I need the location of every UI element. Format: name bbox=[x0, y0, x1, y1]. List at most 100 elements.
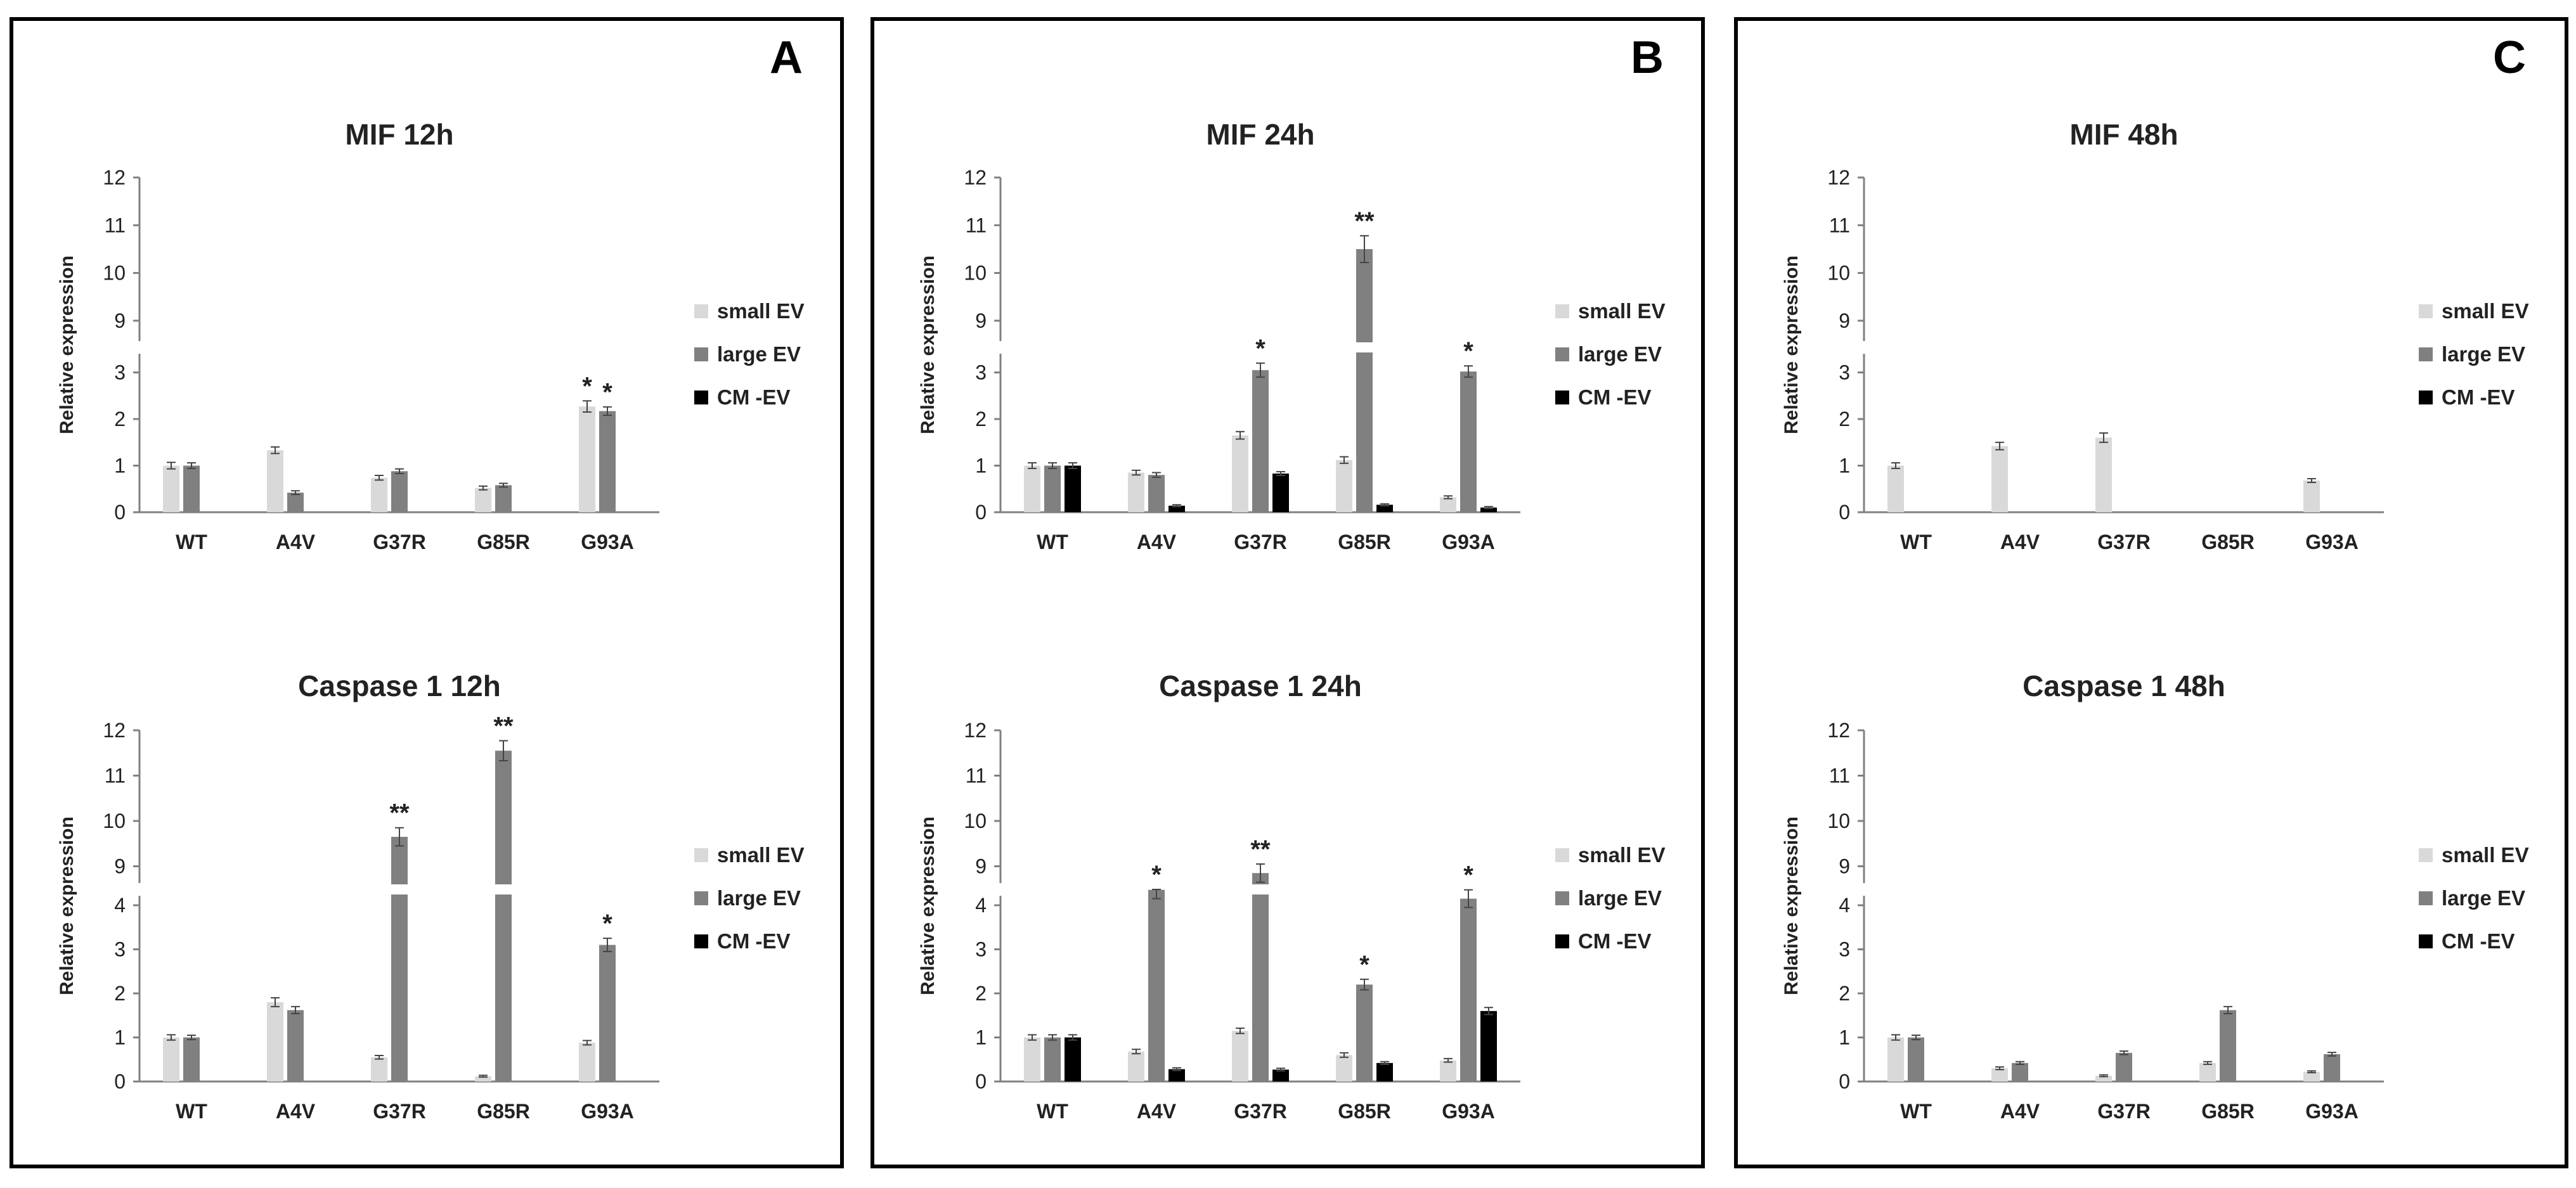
bar bbox=[2095, 1075, 2112, 1081]
panel-letter-b: B bbox=[1631, 32, 1664, 83]
bar bbox=[1024, 465, 1040, 512]
bar bbox=[579, 406, 595, 512]
bar bbox=[183, 465, 200, 512]
panel-letter-a: A bbox=[770, 32, 803, 83]
legend-label: CM -EV bbox=[2442, 385, 2515, 409]
bar bbox=[495, 751, 512, 1081]
legend-label: large EV bbox=[1578, 342, 1662, 366]
bar-break-gap bbox=[390, 884, 409, 894]
legend-label: small EV bbox=[1578, 299, 1666, 323]
legend-label: CM -EV bbox=[717, 929, 791, 953]
panel-frame-b bbox=[871, 17, 1705, 1168]
y-tick-label: 11 bbox=[966, 765, 987, 787]
legend-swatch bbox=[2419, 304, 2433, 318]
x-category-label: WT bbox=[1900, 531, 1932, 553]
bar bbox=[1376, 1062, 1393, 1081]
legend-label: large EV bbox=[2442, 886, 2525, 910]
y-axis-label: Relative expression bbox=[1781, 255, 1802, 434]
bar bbox=[1148, 889, 1165, 1081]
y-tick-label: 3 bbox=[114, 361, 126, 384]
x-category-label: WT bbox=[1037, 1100, 1068, 1123]
bar bbox=[1128, 472, 1144, 512]
x-category-label: G93A bbox=[581, 531, 634, 553]
bar bbox=[1336, 1055, 1352, 1081]
x-category-label: A4V bbox=[2000, 1100, 2040, 1123]
legend-label: large EV bbox=[717, 886, 801, 910]
y-tick-label: 9 bbox=[975, 855, 987, 878]
bar bbox=[2012, 1062, 2028, 1081]
y-tick-label: 10 bbox=[103, 262, 126, 285]
bar bbox=[2303, 1071, 2320, 1081]
bar bbox=[371, 1057, 387, 1081]
y-tick-label: 11 bbox=[1829, 765, 1850, 787]
bar bbox=[1065, 1037, 1081, 1081]
y-tick-label: 1 bbox=[114, 455, 126, 477]
legend-swatch bbox=[1555, 934, 1569, 948]
bar bbox=[475, 1076, 491, 1081]
y-tick-label: 2 bbox=[114, 408, 126, 430]
bar bbox=[1440, 497, 1456, 512]
bar bbox=[1460, 371, 1477, 512]
bar bbox=[1440, 1060, 1456, 1081]
significance-marker: ** bbox=[389, 799, 410, 827]
y-tick-label: 1 bbox=[1839, 455, 1850, 477]
x-category-label: G37R bbox=[373, 1100, 426, 1123]
y-tick-label: 10 bbox=[1827, 262, 1850, 285]
x-category-label: G37R bbox=[373, 531, 426, 553]
panel-frame-a bbox=[10, 17, 844, 1168]
y-tick-label: 1 bbox=[975, 455, 987, 477]
bar bbox=[475, 487, 491, 512]
bar bbox=[1480, 507, 1497, 512]
bar bbox=[1044, 465, 1061, 512]
legend-swatch bbox=[1555, 304, 1569, 318]
bar bbox=[2095, 437, 2112, 512]
y-tick-label: 4 bbox=[1839, 894, 1850, 917]
y-tick-label: 0 bbox=[1839, 501, 1850, 524]
y-tick-label: 10 bbox=[1827, 810, 1850, 832]
legend-swatch bbox=[694, 347, 708, 361]
y-tick-label: 2 bbox=[975, 408, 987, 430]
bar bbox=[1991, 1068, 2008, 1081]
legend-label: small EV bbox=[717, 843, 805, 867]
legend-label: CM -EV bbox=[2442, 929, 2515, 953]
y-tick-label: 12 bbox=[1827, 166, 1850, 189]
y-tick-label: 0 bbox=[975, 1070, 987, 1093]
panel-frame-c bbox=[1734, 17, 2568, 1168]
y-tick-label: 12 bbox=[1827, 719, 1850, 742]
y-tick-label: 0 bbox=[975, 501, 987, 524]
y-tick-label: 2 bbox=[975, 982, 987, 1005]
bar bbox=[1480, 1010, 1497, 1081]
bar bbox=[163, 1037, 179, 1081]
y-tick-label: 2 bbox=[114, 982, 126, 1005]
chart-title: Caspase 1 48h bbox=[2023, 669, 2225, 702]
bar bbox=[1065, 465, 1081, 512]
bar bbox=[371, 477, 387, 512]
y-tick-label: 9 bbox=[1839, 309, 1850, 332]
significance-marker: ** bbox=[1250, 836, 1271, 863]
significance-marker: * bbox=[1255, 335, 1265, 363]
bar bbox=[1887, 465, 1904, 512]
x-category-label: A4V bbox=[276, 1100, 316, 1123]
bar bbox=[1232, 1031, 1248, 1081]
x-category-label: A4V bbox=[1137, 531, 1177, 553]
legend-swatch bbox=[2419, 848, 2433, 862]
bar bbox=[1168, 1069, 1185, 1081]
x-category-label: WT bbox=[1037, 531, 1068, 553]
bar bbox=[1356, 985, 1373, 1081]
bar bbox=[2220, 1010, 2236, 1081]
y-tick-label: 1 bbox=[114, 1026, 126, 1049]
legend-swatch bbox=[694, 934, 708, 948]
bar bbox=[2303, 481, 2320, 512]
x-category-label: G85R bbox=[477, 531, 530, 553]
bar bbox=[1128, 1051, 1144, 1081]
legend-swatch bbox=[1555, 848, 1569, 862]
legend-label: CM -EV bbox=[1578, 385, 1652, 409]
significance-marker: * bbox=[1463, 862, 1473, 889]
x-category-label: A4V bbox=[2000, 531, 2040, 553]
y-tick-label: 12 bbox=[103, 166, 126, 189]
legend-label: large EV bbox=[717, 342, 801, 366]
bar bbox=[1252, 873, 1269, 1081]
bar bbox=[1168, 505, 1185, 512]
